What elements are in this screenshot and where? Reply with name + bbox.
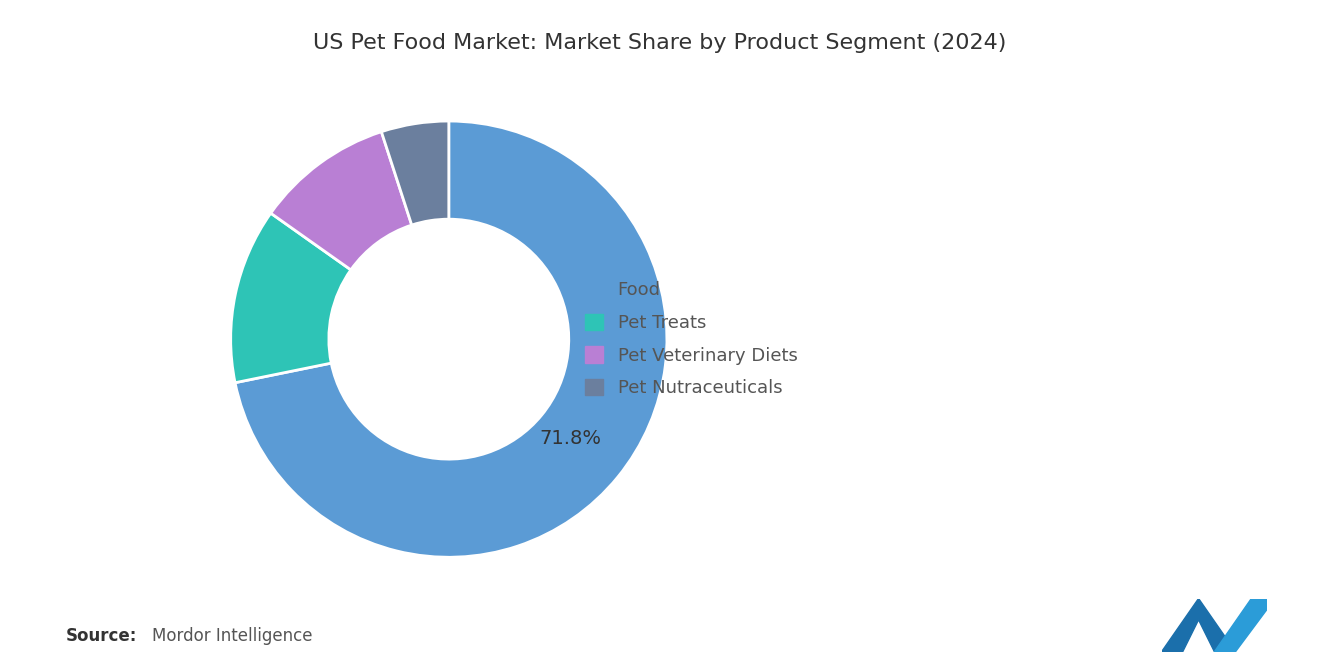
Wedge shape — [381, 121, 449, 225]
Wedge shape — [235, 121, 667, 557]
Text: Source:: Source: — [66, 627, 137, 645]
Polygon shape — [1162, 598, 1236, 652]
Text: 71.8%: 71.8% — [540, 429, 602, 448]
Polygon shape — [1214, 598, 1267, 652]
Wedge shape — [271, 132, 412, 270]
Wedge shape — [231, 213, 351, 383]
Legend: Food, Pet Treats, Pet Veterinary Diets, Pet Nutraceuticals: Food, Pet Treats, Pet Veterinary Diets, … — [578, 274, 805, 404]
Text: US Pet Food Market: Market Share by Product Segment (2024): US Pet Food Market: Market Share by Prod… — [313, 33, 1007, 53]
Text: Mordor Intelligence: Mordor Intelligence — [152, 627, 313, 645]
